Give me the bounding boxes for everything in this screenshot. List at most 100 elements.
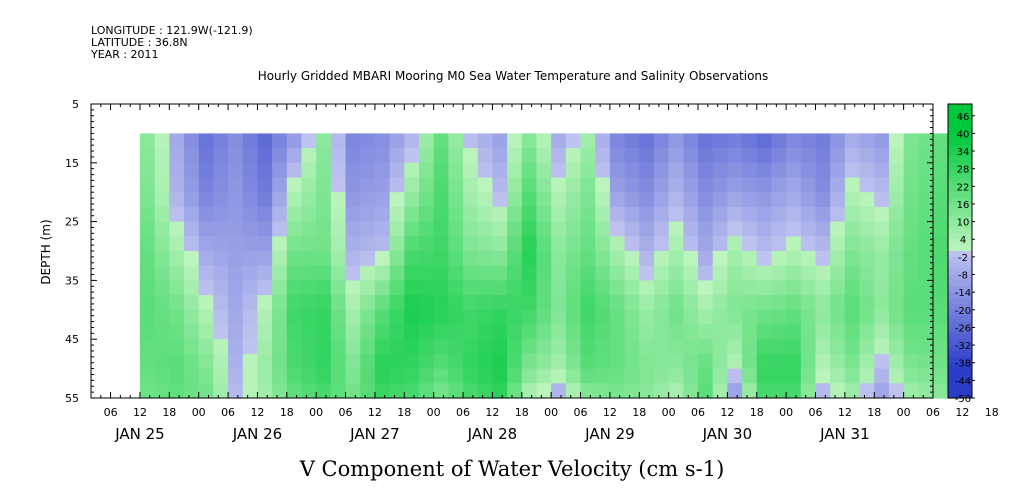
heatmap-cell	[668, 177, 684, 193]
heatmap-cell	[242, 324, 259, 340]
heatmap-cell	[918, 236, 934, 252]
heatmap-cell	[609, 368, 626, 384]
heatmap-cell	[257, 265, 273, 281]
x-tick-label: 00	[544, 406, 558, 419]
heatmap-cell	[360, 309, 376, 326]
colorbar-bin	[948, 298, 972, 305]
heatmap-cell	[463, 177, 479, 193]
heatmap-cell	[800, 280, 817, 296]
heatmap-cell	[492, 221, 508, 237]
heatmap-cell	[184, 133, 200, 149]
heatmap-cell	[345, 251, 361, 267]
heatmap-cell	[169, 177, 185, 193]
heatmap-cell	[463, 251, 479, 267]
colorbar-bin	[948, 186, 972, 193]
colorbar-bin	[948, 356, 972, 364]
heatmap-cell	[213, 324, 229, 340]
heatmap-cell	[830, 353, 846, 370]
heatmap-cell	[316, 221, 332, 237]
heatmap-cell	[830, 133, 846, 149]
heatmap-cell	[433, 133, 449, 149]
heatmap-cell	[286, 162, 303, 179]
heatmap-cell	[242, 133, 259, 149]
heatmap-cell	[418, 162, 435, 179]
heatmap-cell	[536, 177, 552, 193]
heatmap-cell	[316, 206, 332, 223]
heatmap-cell	[507, 353, 523, 370]
heatmap-cell	[198, 368, 214, 384]
heatmap-cell	[903, 368, 919, 384]
heatmap-cell	[742, 192, 758, 208]
heatmap-cell	[316, 192, 332, 208]
x-tick-label: 12	[955, 406, 969, 419]
heatmap-cell	[228, 295, 244, 311]
heatmap-cell	[169, 221, 185, 237]
heatmap-cell	[609, 162, 626, 179]
heatmap-cell	[521, 295, 538, 311]
heatmap-cell	[213, 353, 229, 370]
heatmap-cell	[374, 192, 391, 208]
heatmap-cell	[844, 177, 861, 193]
heatmap-cell	[565, 280, 582, 296]
heatmap-cell	[712, 324, 728, 340]
heatmap-cell	[551, 324, 567, 340]
heatmap-cell	[345, 280, 361, 296]
colorbar-bin	[948, 121, 972, 128]
heatmap-cell	[374, 280, 391, 296]
heatmap-cell	[301, 295, 317, 311]
heatmap-cell	[242, 368, 259, 384]
heatmap-cell	[624, 324, 640, 340]
heatmap-cell	[668, 192, 684, 208]
heatmap-cell	[301, 133, 317, 149]
heatmap-cell	[374, 324, 391, 340]
heatmap-cell	[830, 324, 846, 340]
heatmap-cell	[653, 206, 670, 223]
x-day-label: JAN 26	[232, 425, 283, 443]
heatmap-cell	[580, 177, 596, 193]
heatmap-cell	[609, 206, 626, 223]
heatmap-cell	[698, 324, 714, 340]
heatmap-cell	[272, 148, 288, 164]
heatmap-cell	[698, 236, 714, 252]
heatmap-cell	[683, 206, 699, 223]
heatmap-cell	[360, 192, 376, 208]
heatmap-cell	[595, 309, 611, 326]
heatmap-cell	[595, 236, 611, 252]
heatmap-cell	[360, 324, 376, 340]
colorbar-bin	[948, 274, 972, 281]
heatmap-cell	[463, 236, 479, 252]
heatmap-cell	[507, 265, 523, 281]
heatmap-cell	[933, 251, 949, 267]
heatmap-cell	[286, 221, 303, 237]
heatmap-cell	[653, 324, 670, 340]
heatmap-cell	[492, 265, 508, 281]
heatmap-cell	[477, 353, 494, 370]
heatmap-cell	[330, 251, 347, 267]
x-tick-label: 18	[397, 406, 411, 419]
heatmap-cell	[316, 251, 332, 267]
heatmap-cell	[521, 192, 538, 208]
heatmap-cell	[521, 280, 538, 296]
heatmap-cell	[859, 339, 875, 355]
heatmap-cell	[184, 309, 200, 326]
heatmap-cell	[301, 236, 317, 252]
heatmap-cell	[374, 148, 391, 164]
x-tick-label: 06	[456, 406, 470, 419]
heatmap-cell	[139, 309, 156, 326]
heatmap-cell	[257, 383, 273, 399]
heatmap-cell	[389, 309, 405, 326]
heatmap-cell	[330, 236, 347, 252]
heatmap-cell	[830, 251, 846, 267]
heatmap-cell	[330, 280, 347, 296]
heatmap-cell	[448, 148, 464, 164]
colorbar-bin	[948, 203, 972, 211]
heatmap-cell	[330, 353, 347, 370]
heatmap-cell	[184, 339, 200, 355]
heatmap-cell	[404, 353, 420, 370]
heatmap-cell	[786, 339, 802, 355]
colorbar-bin	[948, 374, 972, 381]
heatmap-cell	[507, 133, 523, 149]
latitude-label: LATITUDE : 36.8N	[91, 36, 188, 49]
heatmap-cell	[771, 148, 787, 164]
heatmap-cell	[404, 324, 420, 340]
